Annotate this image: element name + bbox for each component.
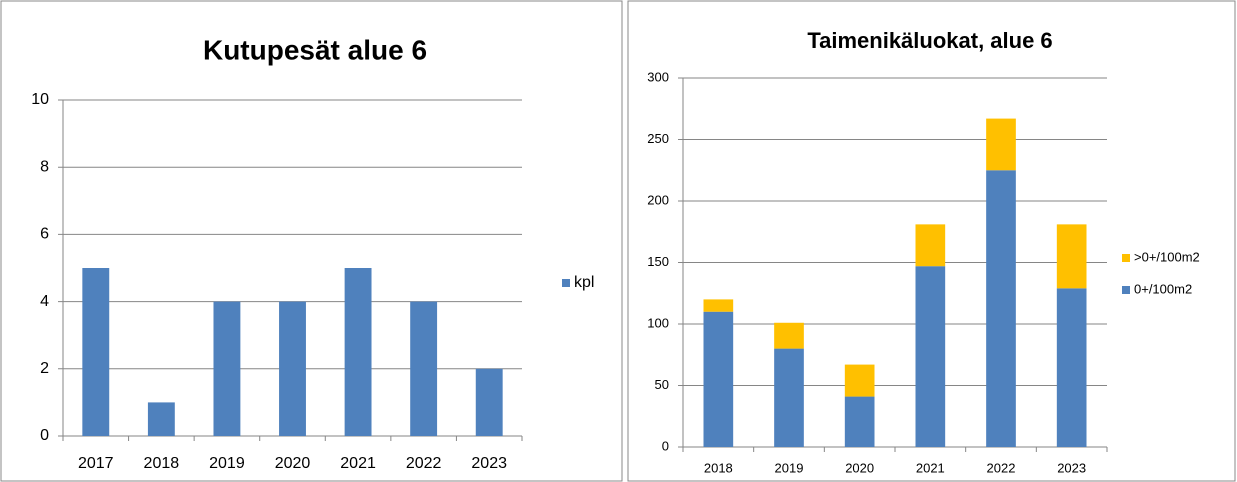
bar: [1056, 224, 1087, 289]
bar: [915, 266, 946, 447]
y-tick-label: 2: [40, 360, 49, 377]
bar: [915, 224, 946, 267]
chart-title: Kutupesät alue 6: [203, 34, 427, 65]
bar: [475, 368, 503, 436]
legend-label: >0+/100m2: [1134, 249, 1200, 264]
legend-label: 0+/100m2: [1134, 281, 1192, 296]
x-tick-label: 2023: [471, 455, 507, 472]
bar: [703, 299, 734, 312]
x-tick-label: 2021: [916, 460, 945, 475]
bar: [844, 396, 875, 447]
y-tick-label: 8: [40, 158, 49, 175]
x-tick-label: 2022: [987, 460, 1016, 475]
bar: [774, 322, 804, 349]
y-tick-label: 6: [40, 226, 49, 243]
legend-swatch: [1122, 286, 1130, 294]
chart-title: Taimenikäluokat, alue 6: [807, 28, 1052, 53]
legend-swatch: [1122, 254, 1130, 262]
x-tick-label: 2019: [209, 455, 245, 472]
bar: [213, 301, 241, 436]
y-tick-label: 0: [40, 427, 49, 444]
bar: [986, 118, 1016, 171]
x-tick-label: 2023: [1057, 460, 1086, 475]
bar: [147, 402, 175, 436]
y-tick-label: 250: [647, 131, 669, 146]
x-tick-label: 2019: [775, 460, 804, 475]
bar: [844, 364, 875, 397]
x-tick-label: 2020: [275, 455, 311, 472]
legend-swatch: [562, 279, 570, 287]
bar: [774, 348, 804, 447]
x-tick-label: 2021: [340, 455, 376, 472]
legend-label: kpl: [574, 274, 594, 291]
y-tick-label: 200: [647, 192, 669, 207]
x-tick-label: 2018: [144, 455, 180, 472]
bar: [279, 301, 306, 436]
y-tick-label: 100: [647, 315, 669, 330]
x-tick-label: 2020: [845, 460, 874, 475]
bar: [1056, 288, 1087, 447]
y-tick-label: 10: [31, 91, 49, 108]
bar: [410, 301, 438, 436]
x-tick-label: 2017: [78, 455, 114, 472]
y-tick-label: 300: [647, 69, 669, 84]
y-tick-label: 50: [655, 377, 669, 392]
x-tick-label: 2022: [406, 455, 442, 472]
bar: [82, 268, 110, 436]
bar: [703, 311, 734, 447]
y-tick-label: 0: [662, 438, 669, 453]
y-tick-label: 150: [647, 254, 669, 269]
y-tick-label: 4: [40, 293, 49, 310]
bar: [344, 268, 372, 436]
bar: [986, 170, 1016, 447]
x-tick-label: 2018: [704, 460, 733, 475]
